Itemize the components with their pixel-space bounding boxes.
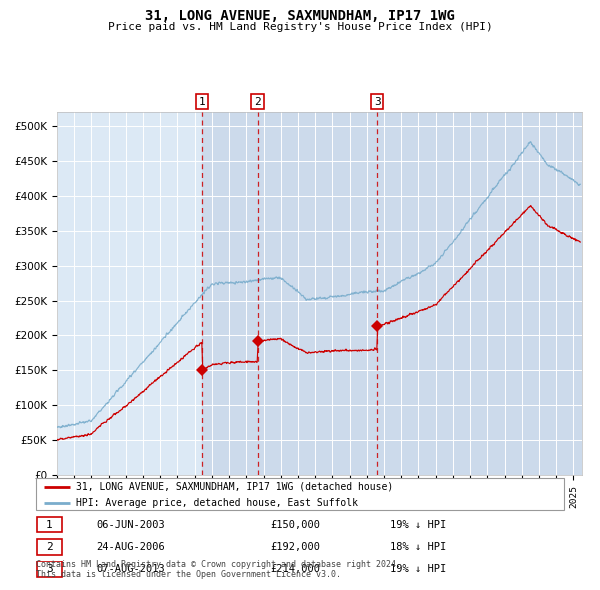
Text: Contains HM Land Registry data © Crown copyright and database right 2024.
This d: Contains HM Land Registry data © Crown c… bbox=[36, 560, 401, 579]
Text: HPI: Average price, detached house, East Suffolk: HPI: Average price, detached house, East… bbox=[76, 498, 358, 508]
Text: 2: 2 bbox=[254, 97, 261, 107]
Text: 1: 1 bbox=[46, 520, 53, 529]
Text: 3: 3 bbox=[46, 565, 53, 574]
Bar bbox=[257, 112, 377, 475]
Text: 06-JUN-2003: 06-JUN-2003 bbox=[96, 520, 165, 529]
Text: £192,000: £192,000 bbox=[270, 542, 320, 552]
Text: 24-AUG-2006: 24-AUG-2006 bbox=[96, 542, 165, 552]
Text: Price paid vs. HM Land Registry's House Price Index (HPI): Price paid vs. HM Land Registry's House … bbox=[107, 22, 493, 32]
Bar bbox=[202, 112, 257, 475]
Bar bbox=[377, 112, 582, 475]
Text: £214,000: £214,000 bbox=[270, 565, 320, 574]
Text: 31, LONG AVENUE, SAXMUNDHAM, IP17 1WG: 31, LONG AVENUE, SAXMUNDHAM, IP17 1WG bbox=[145, 9, 455, 23]
Text: 18% ↓ HPI: 18% ↓ HPI bbox=[390, 542, 446, 552]
Text: 31, LONG AVENUE, SAXMUNDHAM, IP17 1WG (detached house): 31, LONG AVENUE, SAXMUNDHAM, IP17 1WG (d… bbox=[76, 482, 393, 492]
Text: £150,000: £150,000 bbox=[270, 520, 320, 529]
Text: 19% ↓ HPI: 19% ↓ HPI bbox=[390, 520, 446, 529]
Text: 2: 2 bbox=[46, 542, 53, 552]
Text: 1: 1 bbox=[199, 97, 206, 107]
Text: 19% ↓ HPI: 19% ↓ HPI bbox=[390, 565, 446, 574]
Text: 07-AUG-2013: 07-AUG-2013 bbox=[96, 565, 165, 574]
Text: 3: 3 bbox=[374, 97, 380, 107]
